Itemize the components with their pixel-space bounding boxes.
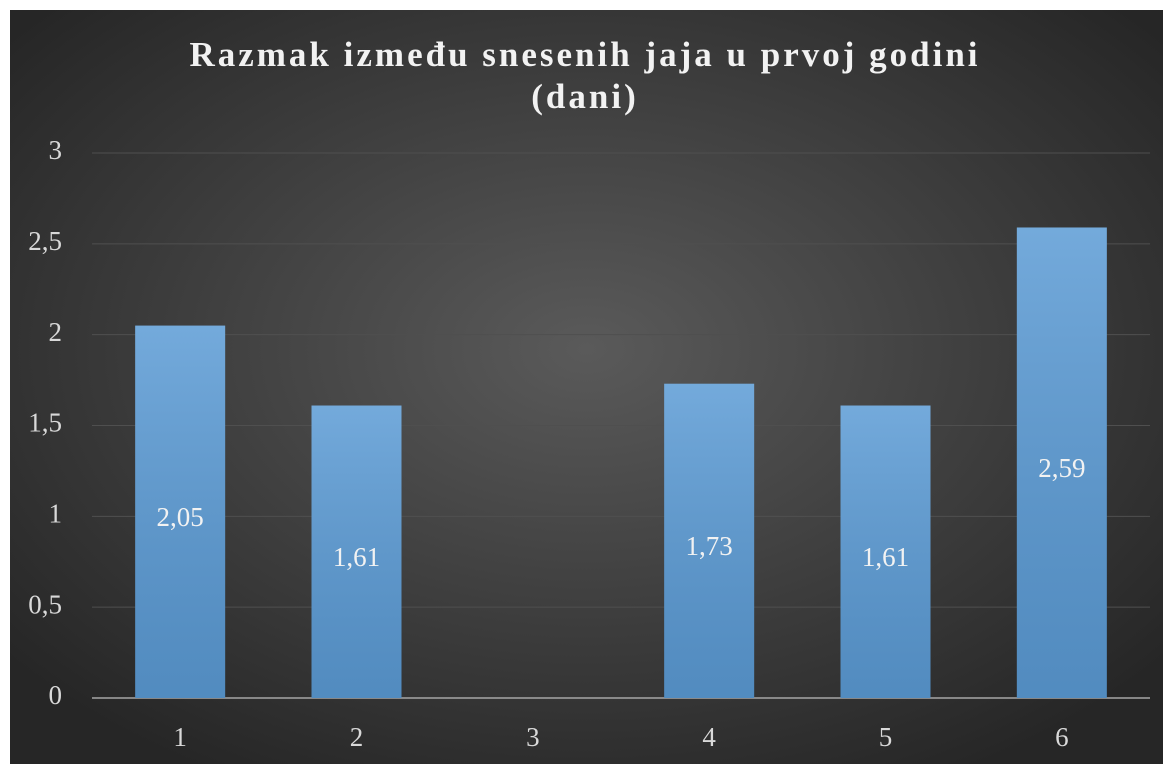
x-tick-label: 4 (702, 722, 716, 752)
x-tick-label: 6 (1055, 722, 1069, 752)
x-tick-label: 1 (173, 722, 187, 752)
data-label: 1,73 (686, 531, 733, 561)
x-tick-label: 3 (526, 722, 540, 752)
y-tick-label: 1,5 (28, 408, 62, 438)
x-tick-label: 2 (350, 722, 364, 752)
bar-sheen (1016, 227, 1107, 698)
y-tick-label: 3 (49, 135, 63, 165)
y-tick-label: 2 (49, 317, 63, 347)
x-tick-label: 5 (879, 722, 893, 752)
bar-sheen (311, 405, 402, 698)
bar-sheen (840, 405, 931, 698)
y-tick-label: 0 (49, 680, 63, 710)
data-label: 1,61 (333, 542, 380, 572)
data-label: 2,59 (1038, 453, 1085, 483)
data-label: 2,05 (157, 502, 204, 532)
y-tick-label: 1 (49, 499, 63, 529)
y-tick-label: 0,5 (28, 589, 62, 619)
bar-sheen (664, 383, 755, 698)
data-label: 1,61 (862, 542, 909, 572)
bar-sheen (135, 325, 226, 698)
y-tick-label: 2,5 (28, 226, 62, 256)
chart-title: Razmak između snesenih jaja u prvoj godi… (189, 35, 981, 116)
